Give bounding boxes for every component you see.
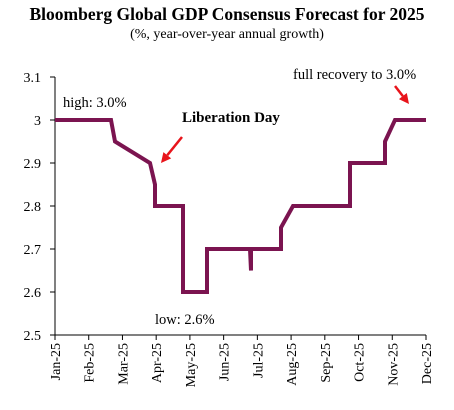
y-tick-label: 3 — [34, 114, 41, 129]
y-axis-ticks: 2.5 2.6 2.7 2.8 2.9 3 3.1 — [24, 71, 55, 344]
x-tick-label: Dec-25 — [420, 343, 435, 384]
x-tick-label: May-25 — [184, 343, 199, 387]
x-tick-label: Sep-25 — [319, 343, 334, 383]
x-tick-label: Nov-25 — [386, 343, 401, 386]
y-tick-label: 2.5 — [24, 329, 42, 344]
x-axis-ticks: Jan-25 Feb-25 Mar-25 Apr-25 May-25 Jun-25 Jul-… — [49, 335, 435, 387]
annotation-liberation: Liberation Day — [182, 110, 280, 126]
annotation-high: high: 3.0% — [63, 95, 127, 111]
x-tick-label: Jul-25 — [251, 343, 266, 378]
y-tick-label: 2.7 — [24, 243, 42, 258]
x-tick-label: Apr-25 — [150, 343, 165, 383]
x-tick-label: Mar-25 — [116, 343, 131, 385]
y-tick-label: 3.1 — [24, 71, 42, 86]
y-tick-label: 2.6 — [24, 286, 42, 301]
series-line — [55, 118, 426, 294]
annotation-low: low: 2.6% — [155, 312, 215, 328]
y-tick-label: 2.9 — [24, 157, 42, 172]
annotation-recovery: full recovery to 3.0% — [293, 67, 416, 83]
x-tick-label: Feb-25 — [83, 343, 98, 383]
x-tick-label: Aug-25 — [285, 343, 300, 386]
x-tick-label: Jun-25 — [218, 343, 233, 381]
recovery-arrow — [394, 85, 409, 104]
x-tick-label: Jan-25 — [49, 343, 64, 380]
annotations-group: high: 3.0% Liberation Day low: 2.6% full re… — [63, 67, 416, 328]
chart-subtitle: (%, year-over-year annual growth) — [130, 27, 324, 42]
y-tick-label: 2.8 — [24, 200, 42, 215]
chart-title: Bloomberg Global GDP Consensus Forecast … — [29, 4, 425, 24]
series-group — [55, 118, 426, 294]
x-tick-label: Oct-25 — [353, 343, 368, 382]
liberation-arrow — [161, 136, 183, 163]
